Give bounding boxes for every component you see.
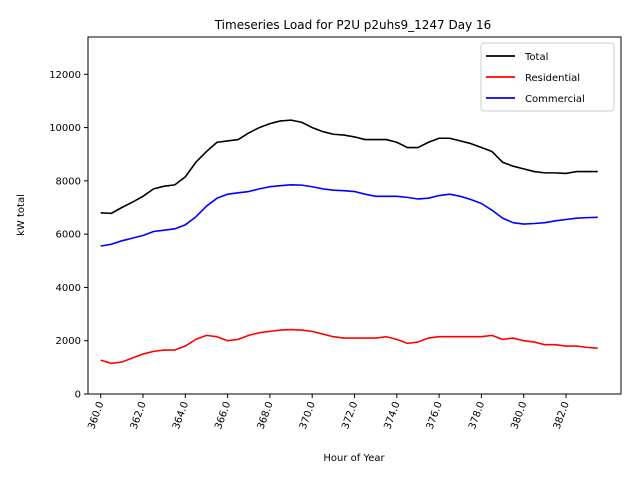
legend-label-residential: Residential bbox=[525, 73, 580, 84]
y-tick-label: 8000 bbox=[56, 176, 81, 187]
series-lines bbox=[100, 119, 598, 365]
plot-frame bbox=[87, 36, 622, 395]
y-tick-label: 10000 bbox=[49, 123, 81, 134]
legend-label-total: Total bbox=[524, 52, 548, 63]
legend-box bbox=[480, 42, 615, 112]
y-axis-label: kW total bbox=[16, 194, 27, 236]
x-axis-label: Hour of Year bbox=[323, 453, 385, 464]
y-tick-label: 12000 bbox=[49, 70, 81, 81]
series-line-residential bbox=[100, 328, 598, 365]
chart-title: Timeseries Load for P2U p2uhs9_1247 Day … bbox=[214, 18, 492, 32]
y-tick-label: 6000 bbox=[56, 230, 81, 241]
y-tick-label: 0 bbox=[75, 390, 81, 401]
y-tick-label: 4000 bbox=[56, 283, 81, 294]
y-tick-label: 2000 bbox=[56, 336, 81, 347]
series-line-commercial bbox=[100, 184, 598, 247]
legend-label-commercial: Commercial bbox=[525, 94, 585, 105]
series-line-total bbox=[100, 119, 598, 215]
y-axis-ticks: 0 2000 4000 6000 8000 10000 12000 bbox=[49, 70, 88, 401]
legend: Total Residential Commercial bbox=[480, 42, 615, 112]
